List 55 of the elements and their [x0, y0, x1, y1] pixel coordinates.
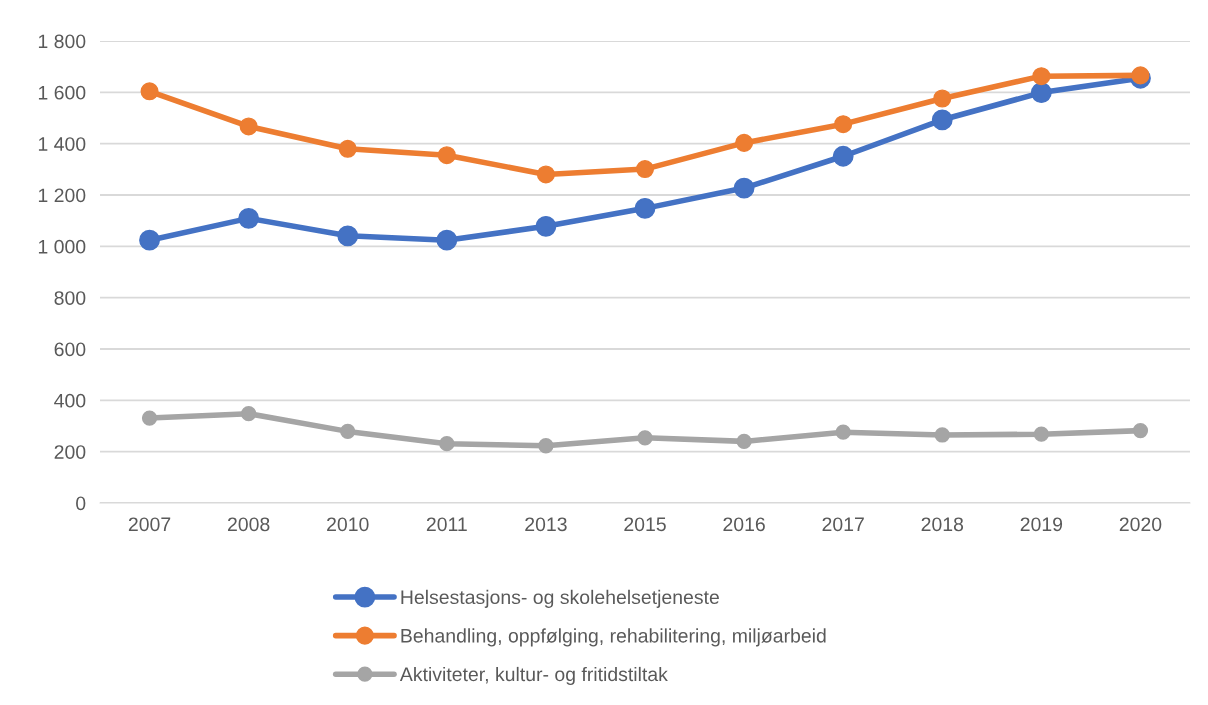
- point: [634, 197, 656, 219]
- x-tick-label: 2020: [1119, 517, 1162, 532]
- point: [536, 165, 555, 184]
- point: [733, 177, 755, 199]
- point: [239, 117, 258, 136]
- point: [437, 146, 456, 165]
- x-tick-label: 2008: [227, 517, 270, 532]
- point: [637, 430, 653, 446]
- y-tick-label: 1 800: [38, 34, 86, 49]
- y-tick-label: 1 400: [38, 137, 86, 151]
- point: [439, 436, 455, 452]
- point: [240, 406, 257, 422]
- point: [1132, 422, 1149, 439]
- point: [635, 160, 655, 179]
- x-tick-label: 2007: [128, 517, 171, 532]
- point: [140, 82, 159, 101]
- x-tick-label: 2017: [822, 517, 864, 532]
- point: [338, 139, 357, 158]
- point: [1030, 82, 1052, 104]
- point: [535, 215, 557, 237]
- x-tick-label: 2010: [327, 517, 369, 532]
- point: [538, 438, 554, 454]
- x-tick-label: 2011: [426, 517, 467, 532]
- point: [834, 115, 853, 134]
- y-tick-label: 800: [54, 291, 86, 305]
- point: [835, 424, 851, 440]
- y-tick-label: 0: [76, 496, 86, 511]
- x-tick-label: 2018: [921, 517, 964, 532]
- x-tick-label: 2016: [723, 517, 765, 532]
- point: [1032, 67, 1051, 86]
- point: [931, 109, 953, 131]
- legend-label: Aktiviteter, kultur- og fritidstiltak: [399, 666, 668, 686]
- y-tick-label: 600: [54, 342, 86, 357]
- point: [141, 410, 158, 426]
- point: [1033, 426, 1050, 442]
- y-tick-label: 400: [54, 393, 86, 408]
- point: [337, 225, 359, 247]
- point: [238, 207, 260, 229]
- y-tick-label: 200: [54, 445, 86, 459]
- y-tick-label: 1 200: [38, 188, 86, 203]
- point: [139, 229, 160, 251]
- x-tick-label: 2015: [624, 517, 666, 532]
- point: [340, 423, 356, 440]
- x-tick-label: 2019: [1020, 517, 1063, 532]
- legend-label: Behandling, oppfølging, rehabilitering, miljøarbeid: [401, 628, 826, 647]
- point: [436, 229, 458, 251]
- y-tick-label: 1 600: [38, 85, 86, 100]
- point: [934, 427, 950, 443]
- point: [933, 89, 952, 108]
- point: [736, 433, 752, 450]
- legend-label: Helsestasjons- og skolehelsetjeneste: [401, 589, 719, 608]
- y-tick-label: 1 000: [38, 239, 86, 254]
- x-tick-label: 2013: [525, 517, 567, 532]
- point: [735, 133, 754, 152]
- point: [832, 145, 854, 167]
